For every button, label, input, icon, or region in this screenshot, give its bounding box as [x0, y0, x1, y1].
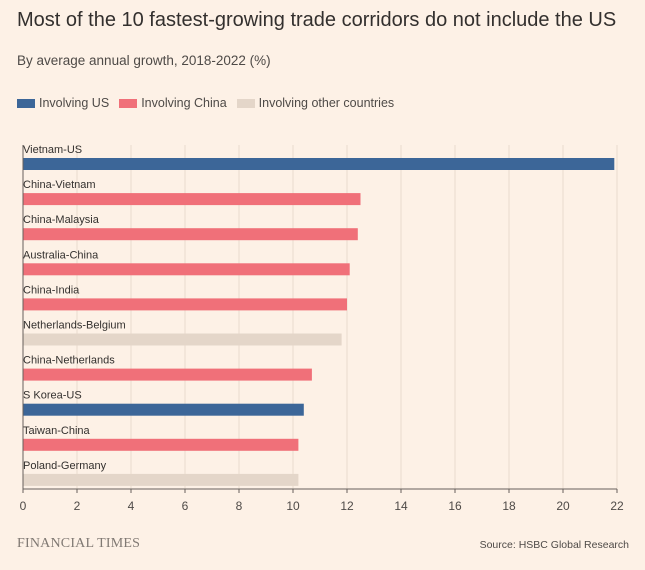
bar: [23, 228, 358, 241]
legend-swatch-china: [119, 98, 138, 108]
bar-category-label: China-India: [23, 284, 80, 296]
legend-label-us: Involving US: [39, 96, 110, 110]
legend-item-china: Involving China: [119, 96, 227, 110]
chart-title: Most of the 10 fastest-growing trade cor…: [17, 9, 617, 31]
x-tick-label: 16: [448, 499, 462, 513]
legend-item-other: Involving other countries: [236, 96, 395, 110]
x-tick-label: 14: [394, 499, 408, 513]
financial-times-logo: FINANCIAL TIMES: [17, 536, 141, 551]
bar-category-label: China-Vietnam: [23, 179, 96, 191]
bar-category-label: Taiwan-China: [23, 425, 91, 437]
legend-swatch-us: [17, 98, 35, 108]
x-tick-label: 10: [286, 499, 300, 513]
x-tick-label: 20: [556, 499, 570, 513]
bar: [23, 403, 304, 416]
x-tick-label: 18: [502, 499, 516, 513]
bar-category-label: China-Netherlands: [23, 355, 115, 367]
bar-category-label: Australia-China: [23, 249, 99, 261]
x-tick-label: 22: [610, 499, 624, 513]
x-tick-label: 12: [340, 499, 354, 513]
bar: [23, 438, 299, 451]
legend-label-other: Involving other countries: [258, 96, 395, 110]
source-note: Source: HSBC Global Research: [479, 539, 629, 551]
legend: Involving US Involving China Involving o…: [17, 96, 404, 110]
bar: [23, 193, 361, 206]
bar: [23, 333, 342, 346]
bar-category-label: Poland-Germany: [23, 460, 107, 472]
legend-swatch-other: [236, 98, 255, 108]
bar-category-label: Netherlands-Belgium: [23, 320, 126, 332]
x-tick-label: 8: [236, 499, 243, 513]
bar-category-label: S Korea-US: [23, 390, 82, 402]
bar: [23, 263, 350, 276]
legend-item-us: Involving US: [17, 96, 109, 110]
x-tick-label: 4: [128, 499, 135, 513]
bar-category-label: Vietnam-US: [23, 144, 82, 156]
bar-category-label: China-Malaysia: [23, 214, 100, 226]
x-tick-label: 6: [182, 499, 189, 513]
x-tick-label: 0: [20, 499, 27, 513]
x-tick-label: 2: [74, 499, 81, 513]
bar: [23, 473, 299, 486]
chart-subtitle: By average annual growth, 2018-2022 (%): [17, 53, 271, 68]
legend-label-china: Involving China: [141, 96, 227, 110]
bar: [23, 298, 347, 311]
bar: [23, 368, 312, 381]
bar: [23, 158, 615, 170]
